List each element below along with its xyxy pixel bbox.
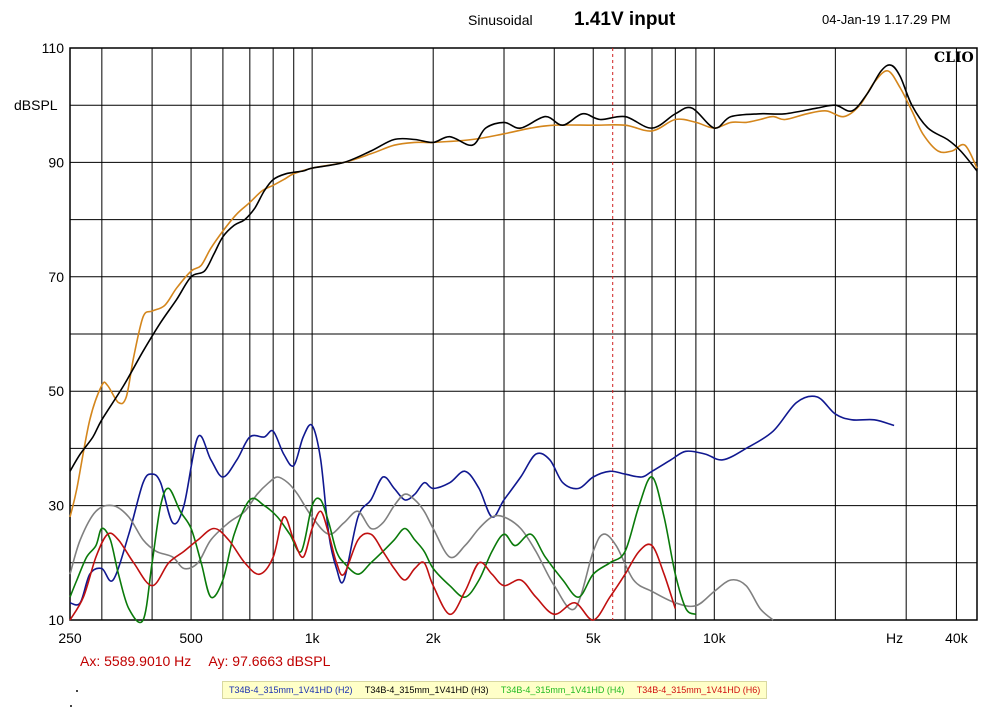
x-tick-label: 5k	[586, 630, 602, 646]
legend-item-h6[interactable]: T34B-4_315mm_1V41HD (H6)	[636, 685, 761, 695]
x-tick-label: 2k	[426, 630, 442, 646]
x-tick-label: 10k	[703, 630, 727, 646]
decorative-dot	[70, 705, 72, 707]
plot-frame	[69, 47, 978, 621]
x-tick-label: 1k	[305, 630, 321, 646]
y-tick-label: 110	[42, 40, 65, 56]
chart-title: 1.41V input	[574, 9, 676, 30]
x-tick-label: 500	[179, 630, 203, 646]
series-line-3	[69, 476, 774, 621]
measurement-mode: Sinusoidal	[468, 12, 533, 28]
legend-item-h4[interactable]: T34B-4_315mm_1V41HD (H4)	[500, 685, 625, 695]
decorative-dot	[76, 690, 78, 692]
x-axis-ticks: 250 500 1k 2k 5k 10k 40k	[58, 630, 968, 646]
y-tick-label: 30	[48, 498, 64, 514]
legend: T34B-4_315mm_1V41HD (H2) T34B-4_315mm_1V…	[222, 681, 768, 699]
x-axis-unit: Hz	[886, 630, 903, 646]
y-tick-label: 70	[48, 269, 64, 285]
y-tick-label: 90	[48, 154, 64, 170]
legend-item-h2[interactable]: T34B-4_315mm_1V41HD (H2)	[229, 685, 353, 695]
series-line-4	[69, 476, 697, 624]
series-group	[69, 64, 978, 624]
y-tick-label: 10	[48, 612, 64, 628]
clio-brand-logo: CLIO	[934, 50, 974, 66]
y-tick-label: 50	[48, 383, 64, 399]
cursor-x-readout: Ax: 5589.9010 Hz	[80, 653, 192, 669]
series-line-5	[69, 510, 677, 621]
cursor-readout: Ax: 5589.9010 Hz Ay: 97.6663 dBSPL	[80, 653, 344, 669]
measurement-datetime: 04-Jan-19 1.17.29 PM	[822, 12, 951, 27]
legend-item-h3[interactable]: T34B-4_315mm_1V41HD (H3)	[364, 685, 489, 695]
series-line-2	[69, 395, 895, 606]
series-line-1	[69, 64, 978, 472]
y-axis-ticks: 10 30 50 70 90 110	[42, 40, 65, 628]
chart-grid	[70, 48, 977, 620]
y-axis-label: dBSPL	[14, 97, 58, 113]
x-tick-label: 250	[58, 630, 82, 646]
x-tick-label: 40k	[945, 630, 969, 646]
series-line-0	[69, 70, 978, 518]
cursor-y-readout: Ay: 97.6663 dBSPL	[208, 653, 331, 669]
